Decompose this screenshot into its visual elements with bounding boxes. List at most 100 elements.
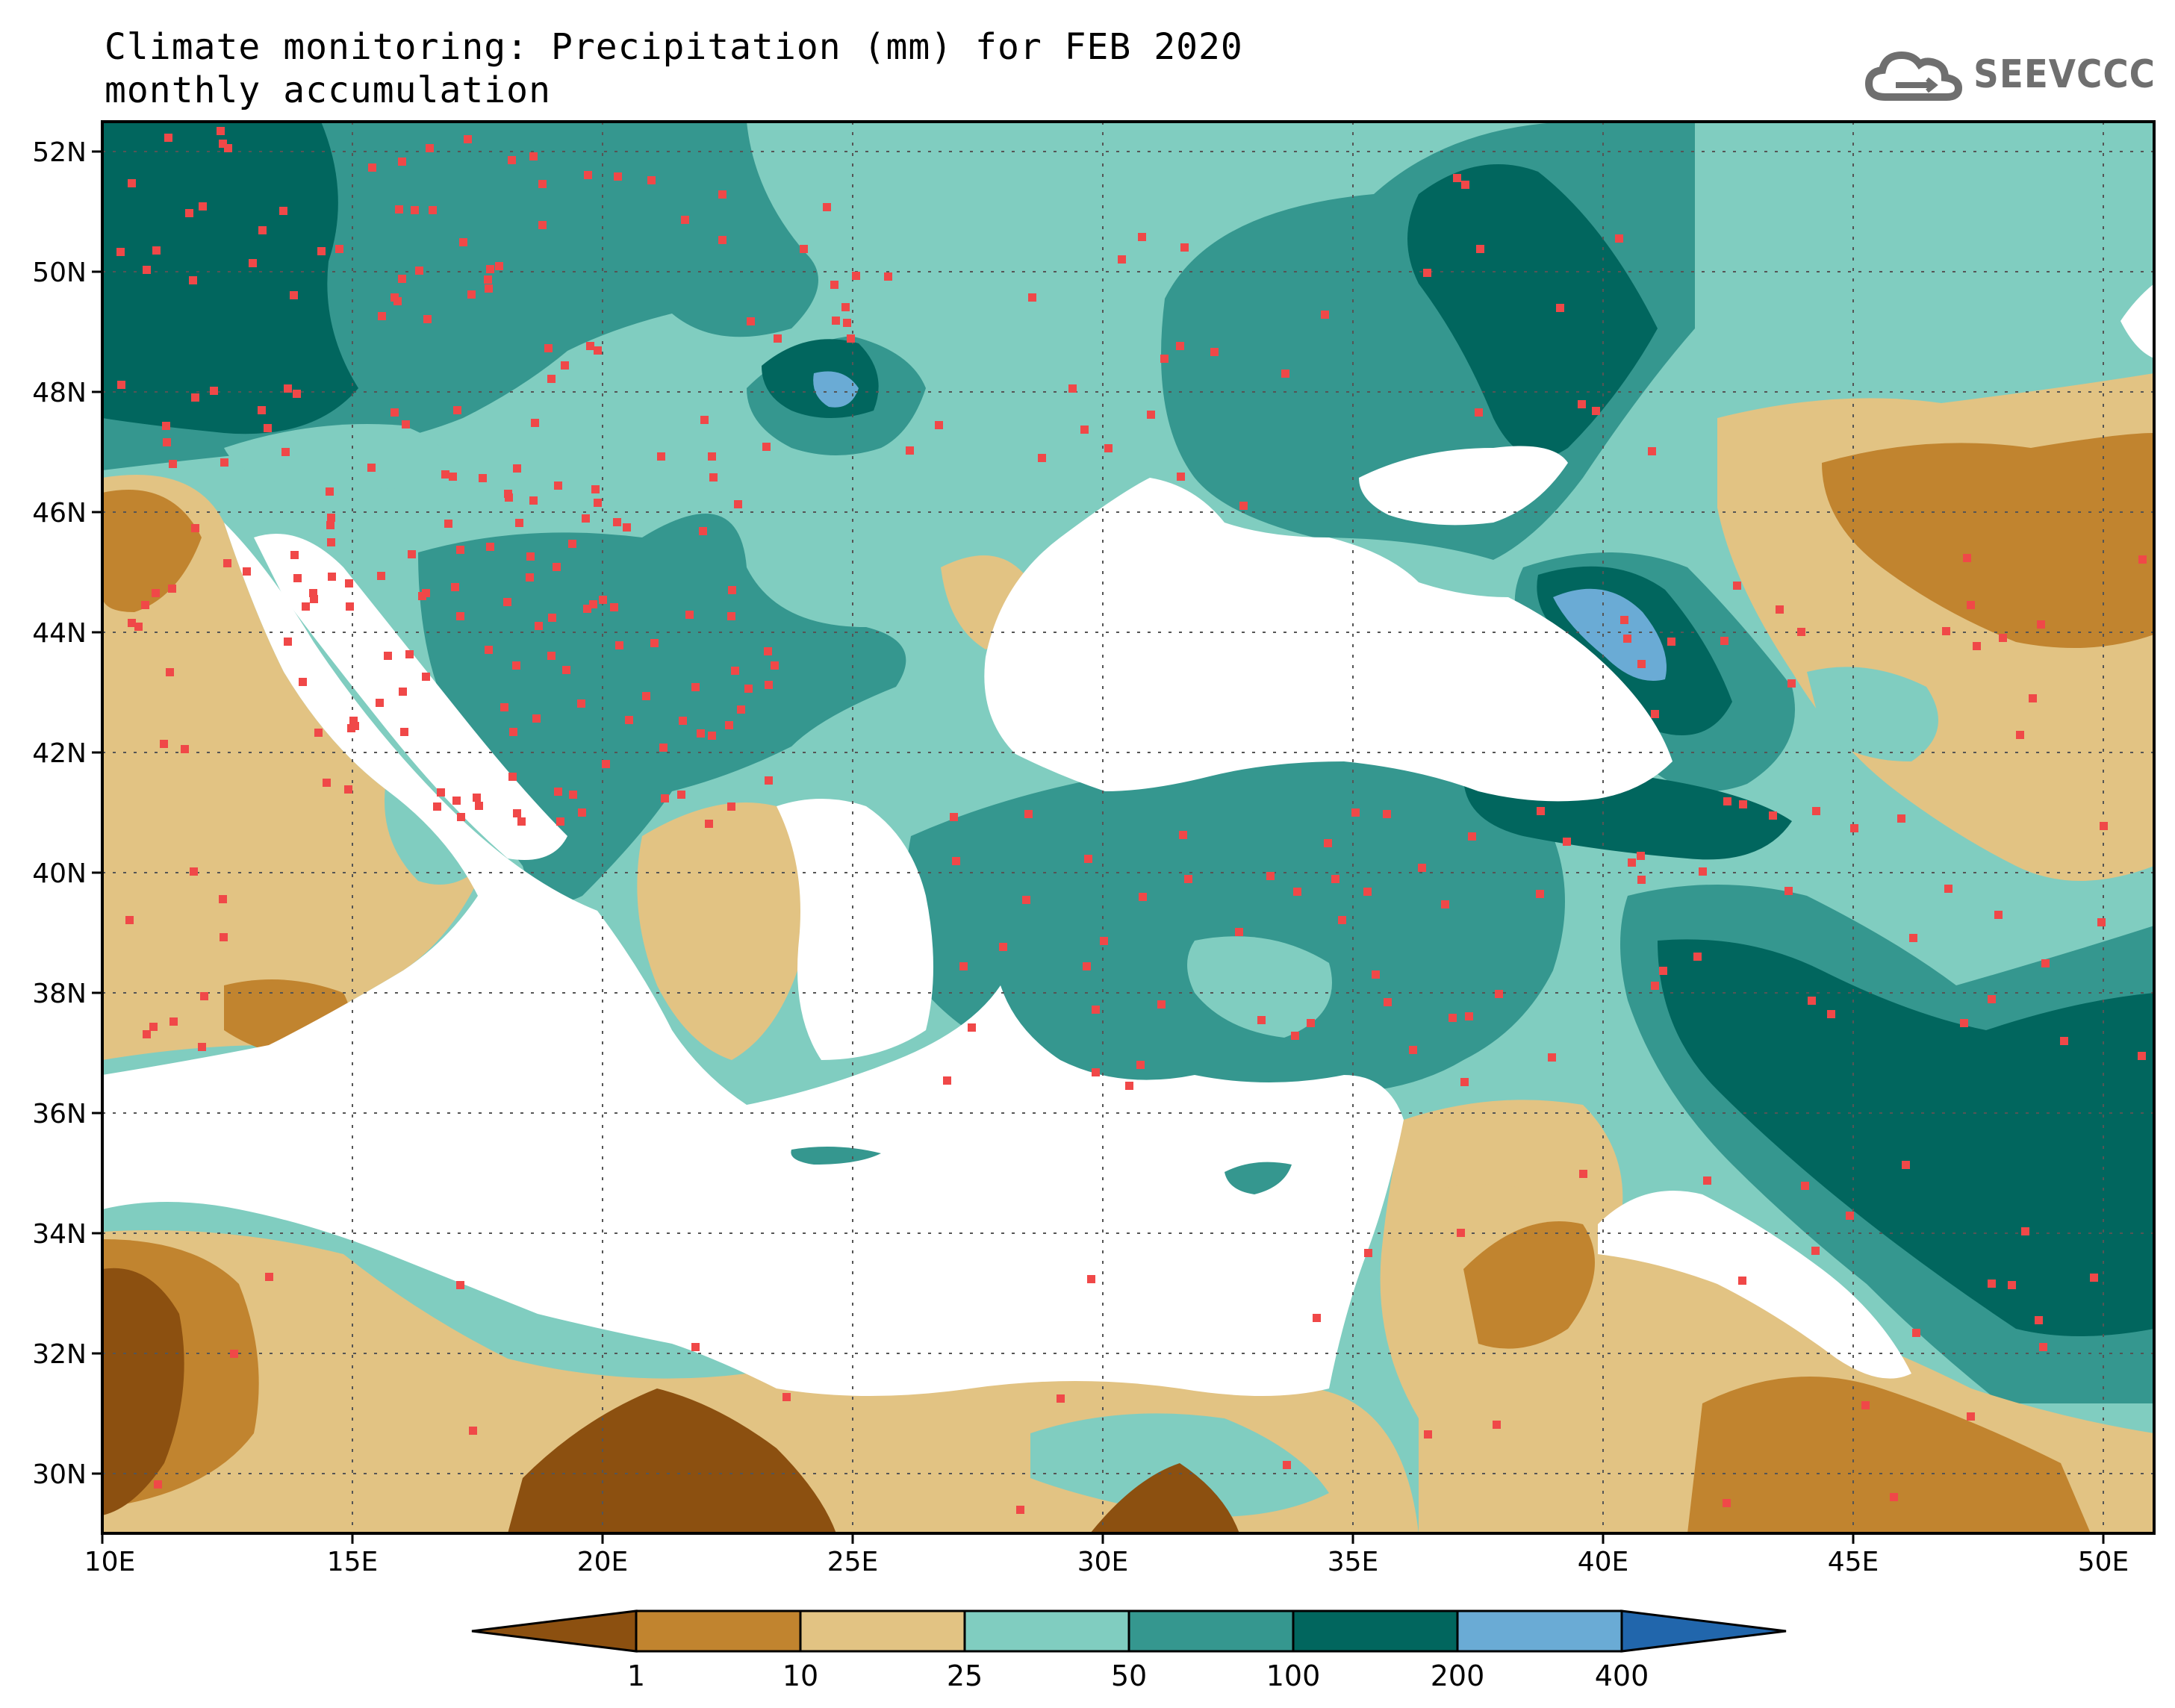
station-marker — [152, 589, 160, 597]
station-marker — [1239, 502, 1248, 510]
station-marker — [290, 551, 299, 559]
station-marker — [503, 598, 511, 606]
station-marker — [1620, 616, 1628, 624]
station-marker — [1994, 911, 2003, 919]
station-marker — [774, 334, 782, 343]
station-marker — [258, 226, 267, 234]
station-marker — [2039, 1343, 2047, 1351]
aegean-sea — [777, 799, 933, 1060]
station-marker — [512, 661, 520, 670]
station-marker — [1495, 990, 1503, 998]
station-marker — [578, 808, 586, 817]
station-marker — [1180, 243, 1189, 252]
station-marker — [1157, 1000, 1166, 1009]
station-marker — [1556, 304, 1564, 312]
field-greece-10-25 — [637, 802, 808, 1060]
station-marker — [345, 579, 353, 587]
colorbar-low-triangle — [471, 1609, 638, 1653]
station-marker — [441, 470, 449, 479]
station-marker — [152, 246, 161, 255]
station-marker — [423, 315, 432, 323]
station-marker — [708, 732, 716, 740]
station-marker — [1080, 426, 1089, 434]
station-marker — [823, 203, 831, 211]
colorbar-label-100: 100 — [1266, 1659, 1321, 1692]
station-marker — [1281, 370, 1289, 378]
station-marker — [625, 716, 633, 724]
station-marker — [314, 729, 323, 737]
station-marker — [400, 728, 408, 736]
station-marker — [219, 895, 227, 903]
station-marker — [1801, 1182, 1809, 1190]
station-marker — [1699, 867, 1707, 876]
station-marker — [117, 381, 125, 389]
station-marker — [198, 1043, 206, 1051]
cloud-icon — [1865, 51, 1963, 101]
station-marker — [529, 496, 538, 505]
lat-label-48n: 48N — [32, 378, 87, 408]
station-markers — [116, 127, 2147, 1514]
station-marker — [583, 605, 591, 613]
station-marker — [367, 464, 376, 472]
station-marker — [602, 760, 610, 768]
logo-text: SEEVCCC — [1973, 52, 2156, 97]
station-marker — [1210, 348, 1219, 356]
title-line-1: Climate monitoring: Precipitation (mm) f… — [105, 26, 1243, 68]
station-marker — [2037, 620, 2045, 629]
field-anatolia-25-50-patch — [1187, 936, 1332, 1038]
station-marker — [771, 661, 779, 670]
station-marker — [718, 236, 726, 244]
station-marker — [1016, 1506, 1024, 1514]
station-marker — [452, 797, 461, 805]
station-marker — [451, 583, 459, 591]
station-marker — [569, 791, 577, 799]
station-marker — [1579, 1170, 1587, 1178]
station-marker — [553, 563, 561, 571]
station-marker — [1537, 807, 1545, 815]
station-marker — [577, 699, 585, 708]
station-marker — [615, 641, 623, 649]
station-marker — [1651, 982, 1659, 990]
lon-label-20e: 20E — [577, 1547, 629, 1577]
station-marker — [143, 1030, 151, 1038]
station-marker — [764, 647, 772, 655]
station-marker — [1331, 875, 1339, 883]
station-marker — [1723, 1499, 1731, 1507]
station-marker — [841, 303, 850, 311]
station-marker — [659, 744, 668, 752]
field-italy-1-10 — [102, 490, 202, 612]
field-libya-below-1 — [102, 1268, 184, 1515]
station-marker — [1147, 411, 1155, 419]
colorbar-label-50: 50 — [1111, 1659, 1147, 1692]
station-marker — [128, 179, 136, 187]
field-carpathian-peak-200-400 — [813, 371, 859, 408]
station-marker — [1176, 342, 1184, 350]
station-marker — [1257, 1016, 1266, 1024]
station-marker — [1733, 582, 1741, 590]
station-marker — [1827, 1010, 1835, 1018]
station-marker — [2100, 822, 2108, 830]
station-marker — [141, 601, 149, 609]
station-marker — [708, 452, 716, 461]
station-marker — [532, 714, 541, 723]
station-marker — [1475, 408, 1483, 417]
station-marker — [1083, 962, 1091, 970]
lon-label-40e: 40E — [1578, 1547, 1629, 1577]
field-alps-25-50 — [224, 424, 451, 489]
station-marker — [1313, 1314, 1321, 1322]
station-marker — [1615, 234, 1623, 243]
station-marker — [1384, 998, 1392, 1006]
station-marker — [327, 514, 335, 522]
field-georgia-25-50 — [1807, 667, 1938, 761]
crete — [791, 1147, 881, 1165]
station-marker — [1351, 808, 1360, 817]
station-marker — [505, 493, 513, 502]
station-marker — [469, 1427, 477, 1435]
station-marker — [508, 773, 517, 781]
station-marker — [718, 190, 726, 199]
station-marker — [249, 259, 257, 267]
station-marker — [500, 703, 508, 711]
station-marker — [1321, 311, 1329, 319]
station-marker — [224, 144, 232, 152]
